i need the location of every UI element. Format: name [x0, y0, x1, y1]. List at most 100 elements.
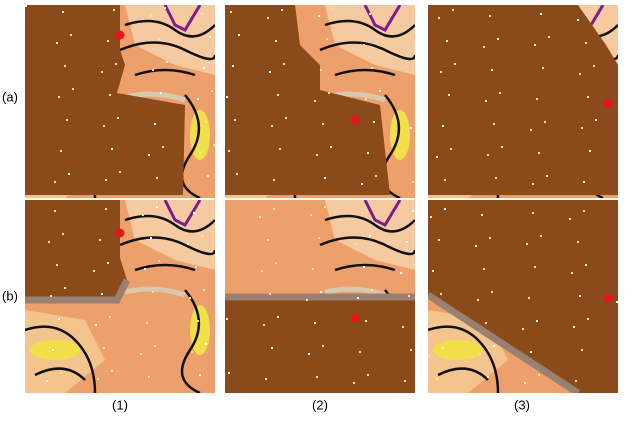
speckle	[48, 241, 50, 243]
speckle	[273, 179, 275, 181]
speckle	[326, 38, 328, 40]
speckle	[363, 266, 365, 268]
speckle	[442, 347, 444, 349]
speckle	[359, 351, 361, 353]
speckle	[501, 146, 503, 148]
speckle	[446, 40, 448, 42]
speckle	[203, 289, 205, 291]
speckle	[213, 144, 215, 146]
speckle	[491, 291, 493, 293]
speckle	[573, 326, 575, 328]
speckle	[115, 63, 117, 65]
speckle	[267, 17, 269, 19]
speckle	[162, 146, 164, 148]
speckle	[314, 100, 316, 102]
speckle	[60, 372, 62, 374]
ignition-point	[350, 313, 360, 323]
speckle	[528, 297, 530, 299]
speckle	[54, 181, 56, 183]
speckle	[109, 316, 111, 318]
speckle	[54, 210, 56, 212]
speckle	[308, 353, 310, 355]
speckle	[489, 15, 491, 17]
burned-area	[428, 200, 618, 393]
speckle	[532, 212, 534, 214]
speckle	[314, 322, 316, 324]
speckle	[428, 355, 430, 357]
ignition-point	[350, 115, 360, 125]
yellow-patch	[433, 340, 483, 360]
speckle	[479, 353, 481, 355]
speckle	[442, 125, 444, 127]
speckle	[113, 9, 115, 11]
speckle	[203, 67, 205, 69]
speckle	[197, 320, 199, 322]
speckle	[207, 175, 209, 177]
speckle	[475, 245, 477, 247]
speckle	[522, 328, 524, 330]
speckle	[312, 268, 314, 270]
contour	[319, 41, 415, 61]
speckle	[367, 374, 369, 376]
speckle	[371, 289, 373, 291]
speckle	[209, 36, 211, 38]
speckle	[187, 243, 189, 245]
speckle	[193, 212, 195, 214]
speckle	[150, 237, 152, 239]
speckle	[575, 380, 577, 382]
contour	[334, 68, 396, 77]
speckle	[499, 92, 501, 94]
speckle	[369, 235, 371, 237]
speckle	[485, 322, 487, 324]
speckle	[581, 349, 583, 351]
speckle	[197, 98, 199, 100]
speckle	[546, 175, 548, 177]
speckle	[269, 71, 271, 73]
speckle	[540, 13, 542, 15]
speckle	[99, 239, 101, 241]
row-label: (b)	[2, 288, 18, 303]
speckle	[320, 69, 322, 71]
speckle	[228, 372, 230, 374]
speckle	[452, 9, 454, 11]
speckle	[440, 293, 442, 295]
speckle	[283, 63, 285, 65]
speckle	[103, 125, 105, 127]
speckle	[50, 295, 52, 297]
speckle	[230, 11, 232, 13]
speckle	[542, 67, 544, 69]
speckle	[355, 243, 357, 245]
ignition-point	[603, 293, 613, 303]
speckle	[544, 121, 546, 123]
speckle	[232, 65, 234, 67]
speckle	[316, 376, 318, 378]
speckle	[571, 272, 573, 274]
speckle	[199, 152, 201, 154]
speckle	[454, 63, 456, 65]
speckle	[579, 295, 581, 297]
speckle	[109, 94, 111, 96]
speckle	[536, 320, 538, 322]
speckle	[117, 117, 119, 119]
speckle	[191, 351, 193, 353]
speckle	[493, 123, 495, 125]
speckle	[150, 15, 152, 17]
speckle	[226, 96, 228, 98]
column-label: (3)	[514, 397, 530, 412]
terrain-light	[125, 5, 215, 75]
speckle	[261, 270, 263, 272]
speckle	[72, 88, 74, 90]
speckle	[412, 181, 414, 183]
speckle	[595, 119, 597, 121]
speckle	[414, 264, 415, 266]
contour	[119, 236, 215, 256]
speckle	[587, 96, 589, 98]
speckle	[534, 44, 536, 46]
speckle	[105, 179, 107, 181]
speckle	[158, 38, 160, 40]
speckle	[201, 13, 203, 15]
speckle	[310, 214, 312, 216]
speckle	[530, 129, 532, 131]
speckle	[593, 65, 595, 67]
speckle	[487, 376, 489, 378]
